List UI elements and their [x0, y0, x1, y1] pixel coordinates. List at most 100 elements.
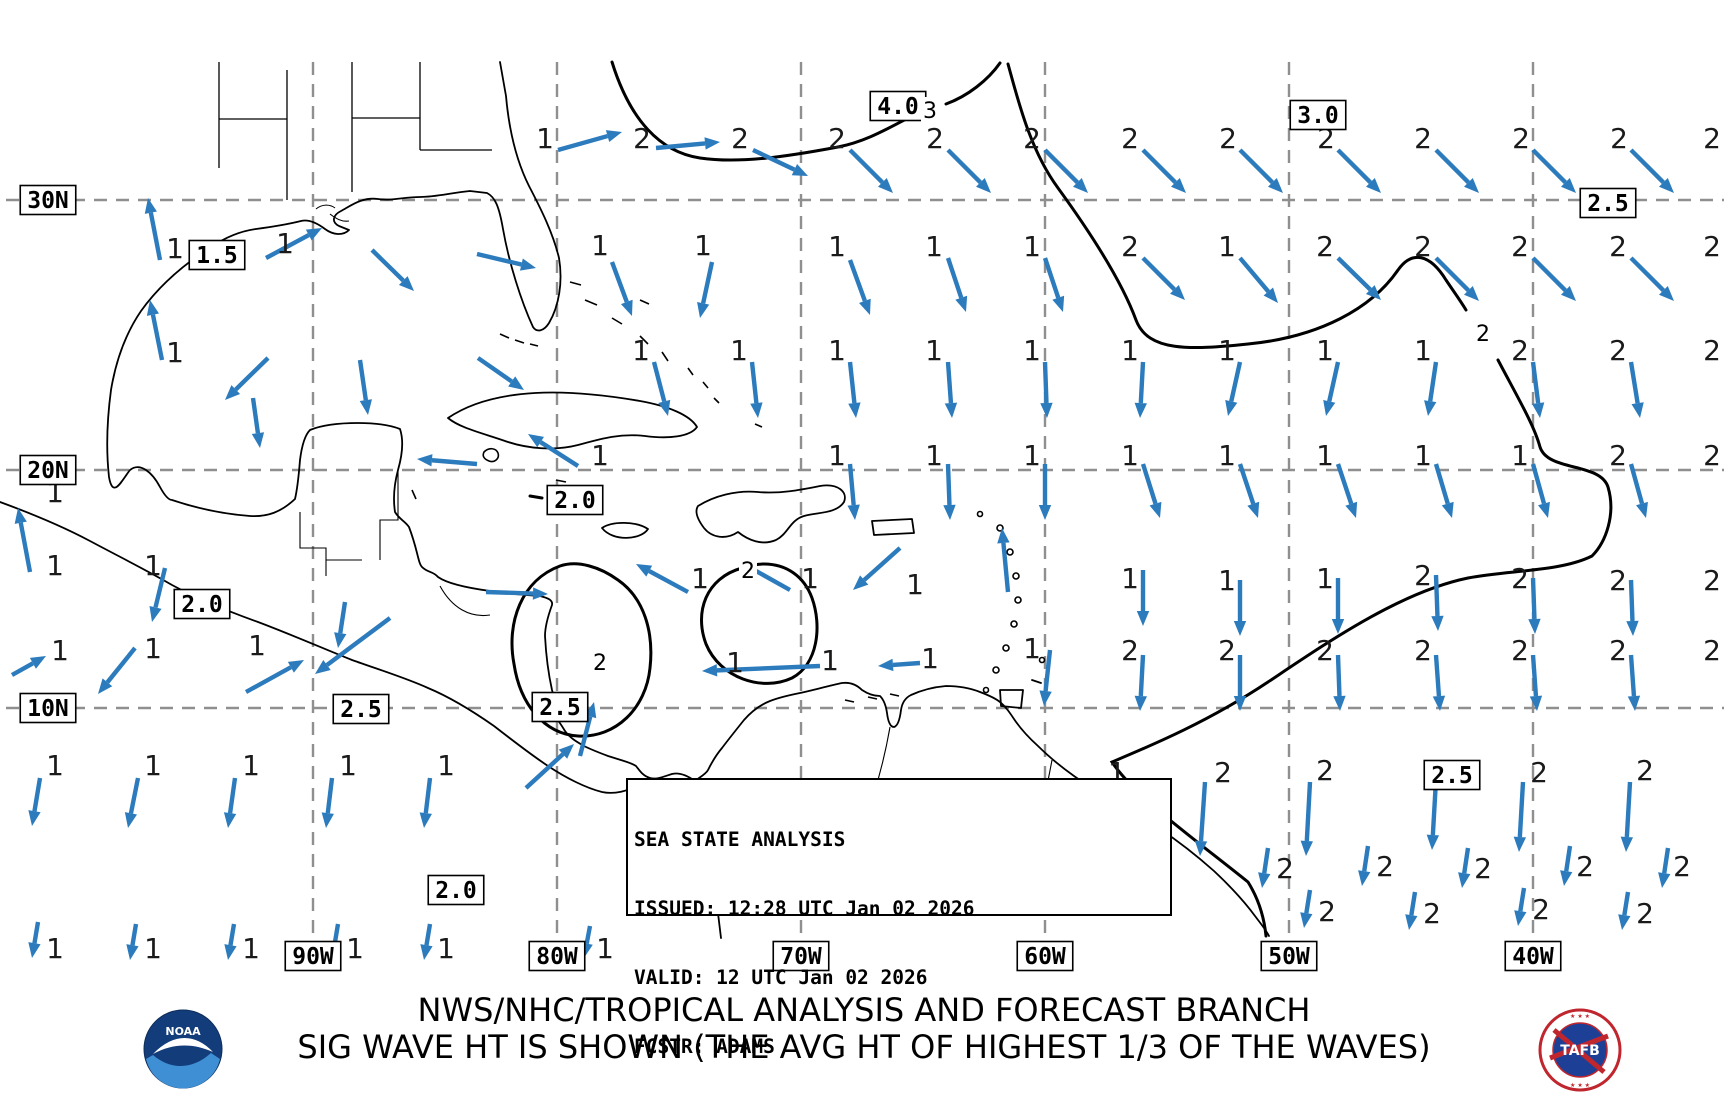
- contour-2p5-sw-caribbean: [510, 562, 653, 738]
- trinidad: [999, 679, 1042, 709]
- wave-height-number: 1: [726, 646, 744, 679]
- swell-arrow: [1531, 256, 1576, 301]
- wave-height-number: 1: [730, 334, 748, 367]
- contour-label-3.0: 3.0: [1297, 103, 1339, 129]
- info-line-issued: ISSUED: 12:28 UTC Jan 02 2026: [634, 897, 975, 920]
- wave-height-number: 1: [596, 932, 614, 965]
- jamaica: [601, 521, 649, 539]
- wave-height-number: 1: [1023, 230, 1041, 263]
- swell-arrow: [697, 261, 715, 318]
- wave-height-number: 1: [166, 232, 184, 265]
- swell-arrow: [1627, 654, 1641, 711]
- swell-arrow: [1042, 257, 1065, 312]
- swell-arrow: [10, 656, 46, 677]
- contour-label-1.5-box: [188, 239, 246, 271]
- contour-label-2.0-box: [173, 588, 231, 620]
- wave-height-number: 1: [346, 932, 364, 965]
- swell-arrow: [848, 148, 893, 193]
- wave-height-number: 2: [1023, 122, 1041, 155]
- swell-arrow: [149, 567, 168, 622]
- swell-arrow: [1323, 361, 1341, 416]
- swell-arrow: [1629, 148, 1674, 193]
- svg-text:★ ★ ★: ★ ★ ★: [1570, 1013, 1590, 1020]
- wave-height-number: 1: [437, 932, 455, 965]
- contour-inline-bg: [921, 97, 939, 123]
- swell-arrow: [1134, 361, 1147, 418]
- swell-arrow: [1513, 781, 1527, 852]
- wave-height-number: 2: [1474, 852, 1492, 885]
- contour-label-2.5: 2.5: [340, 697, 382, 723]
- wave-height-number: 1: [828, 439, 846, 472]
- contour-label-2.5-box: [1579, 187, 1637, 219]
- swell-arrow: [264, 228, 322, 260]
- swell-arrow: [146, 300, 165, 361]
- wave-height-number: 1: [925, 439, 943, 472]
- wave-height-number: 2: [633, 122, 651, 155]
- wave-height-number: 2: [1414, 122, 1432, 155]
- swell-arrow: [225, 356, 270, 400]
- swell-arrow: [1405, 891, 1418, 930]
- lat-label-20N: 20N: [27, 458, 69, 484]
- swell-arrow: [878, 658, 921, 672]
- contour-inline-label: 2: [741, 559, 755, 584]
- swell-arrow: [1136, 570, 1150, 626]
- swell-arrow: [1140, 463, 1162, 518]
- wave-height-number: 1: [1316, 334, 1334, 367]
- swell-arrow: [224, 923, 237, 960]
- swell-arrow: [1434, 256, 1479, 301]
- lon-label-80W: 80W: [536, 944, 578, 970]
- wave-height-number: 1: [1121, 562, 1139, 595]
- info-line-valid: VALID: 12 UTC Jan 02 2026: [634, 966, 928, 989]
- contour-label-2.0: 2.0: [554, 488, 596, 514]
- wave-height-number: 2: [1703, 439, 1721, 472]
- contour-fragment: [528, 494, 544, 500]
- tafb-logo-text: TAFB: [1560, 1043, 1600, 1059]
- swell-arrow: [420, 923, 433, 960]
- swell-arrow: [847, 259, 871, 315]
- isle-of-youth: [482, 447, 500, 463]
- cozumel: [411, 489, 417, 500]
- swell-arrow: [1300, 781, 1314, 856]
- swell-arrow: [1426, 779, 1440, 850]
- contour-label-2.0-box: [427, 874, 485, 906]
- footer: NWS/NHC/TROPICAL ANALYSIS AND FORECAST B…: [0, 992, 1728, 1066]
- contour-inline-bg: [1474, 320, 1492, 346]
- lon-label-50W-box: [1260, 940, 1318, 972]
- wave-height-number: 2: [731, 122, 749, 155]
- swell-arrow: [528, 434, 580, 468]
- wave-height-number: 2: [1316, 754, 1334, 787]
- wave-height-number: 1: [691, 562, 709, 595]
- wave-height-number: 2: [1511, 634, 1529, 667]
- swell-arrow: [1530, 361, 1545, 418]
- swell-arrow: [223, 777, 238, 828]
- noaa-logo-text: NOAA: [165, 1025, 201, 1038]
- centam-borders: [299, 470, 491, 617]
- wave-height-number: 1: [1023, 439, 1041, 472]
- wave-height-number: 1: [144, 549, 162, 582]
- swell-arrow: [1039, 649, 1053, 706]
- mississippi-delta: [315, 204, 350, 222]
- swell-arrow: [1560, 845, 1573, 886]
- wave-height-number: 1: [1316, 562, 1334, 595]
- swell-arrow: [636, 564, 690, 594]
- lat-label-30N: 30N: [27, 188, 69, 214]
- swell-arrow: [244, 660, 304, 694]
- swell-arrow: [1514, 887, 1527, 926]
- wave-height-number: 2: [1576, 850, 1594, 883]
- wave-height-number: 2: [1703, 122, 1721, 155]
- footer-branch-title: NWS/NHC/TROPICAL ANALYSIS AND FORECAST B…: [417, 991, 1311, 1029]
- swell-arrow: [1300, 889, 1313, 928]
- swell-arrow: [997, 528, 1011, 593]
- contour-inline-bg: [739, 557, 757, 583]
- lat-label-30N-box: [19, 184, 77, 216]
- wave-height-number: 1: [51, 634, 69, 667]
- lat-label-20N-box: [19, 454, 77, 486]
- wave-height-number: 2: [1532, 893, 1550, 926]
- contour-2m-caribbean-loop: [700, 562, 819, 685]
- wave-height-number: 2: [1512, 122, 1530, 155]
- swell-arrow: [655, 137, 720, 151]
- swell-arrow: [524, 744, 574, 790]
- wave-height-number: 2: [1121, 122, 1139, 155]
- contour-label-2.5: 2.5: [539, 695, 581, 721]
